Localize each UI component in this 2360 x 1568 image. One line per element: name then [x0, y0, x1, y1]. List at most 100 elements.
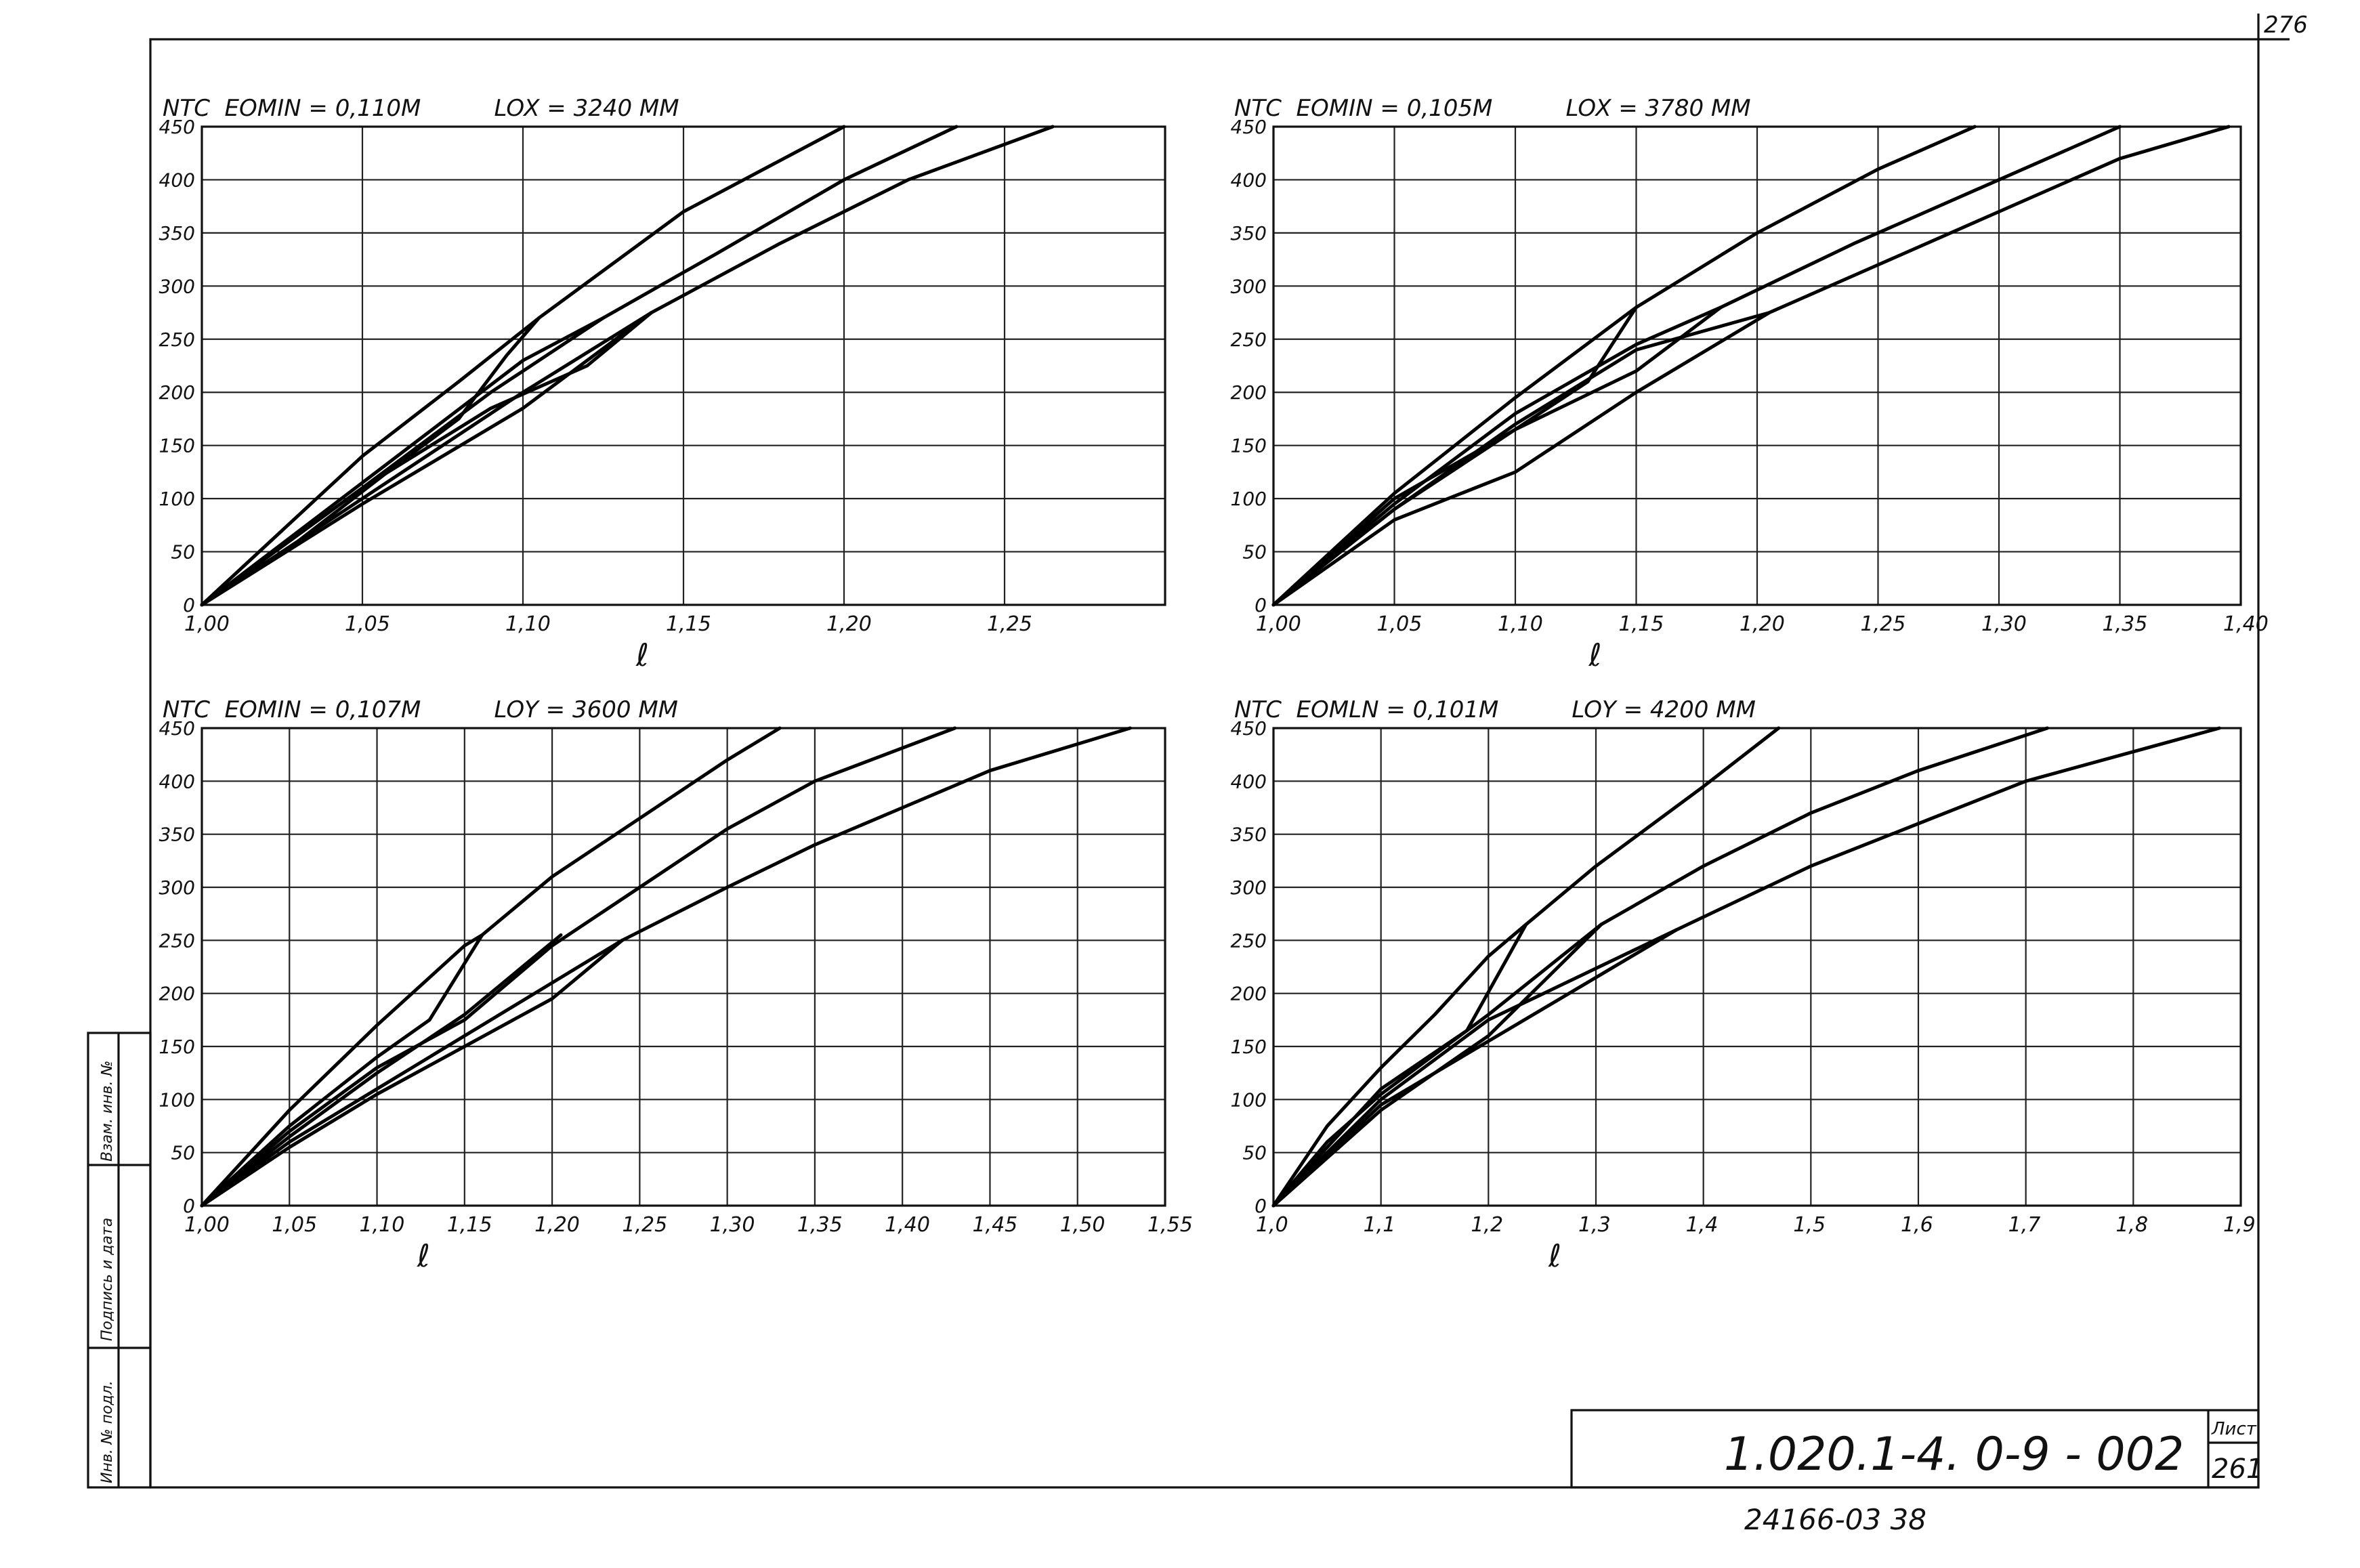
y-tick-label: 250 — [159, 329, 195, 351]
y-tick-label: 400 — [1231, 169, 1267, 191]
y-tick-label: 200 — [159, 983, 195, 1005]
x-tick-label: 1,2 — [1471, 1213, 1503, 1237]
series-line-4 — [200, 933, 563, 1208]
y-tick-label: 250 — [1231, 929, 1267, 952]
y-tick-label: 0 — [1255, 1195, 1267, 1217]
series-line-3 — [1271, 125, 2231, 607]
series-line-6 — [200, 933, 484, 1208]
x-tick-label: 1,4 — [1686, 1213, 1719, 1237]
side-label-inventory: Инв. № подл. — [99, 1380, 116, 1483]
plot-frame — [201, 125, 1166, 606]
series-line-2 — [200, 726, 957, 1208]
series-line-1 — [200, 125, 846, 607]
x-tick-label: 1,00 — [184, 1213, 230, 1237]
corner-number: 276 — [2264, 12, 2308, 39]
y-tick-label: 150 — [1231, 1036, 1267, 1058]
y-tick-label: 100 — [159, 1088, 195, 1111]
series-line-6 — [296, 316, 541, 543]
x-tick-label: 1,9 — [2223, 1213, 2256, 1237]
x-tick-label: 1,10 — [505, 612, 551, 636]
y-tick-label: 200 — [1231, 983, 1267, 1005]
x-tick-label: 1,05 — [345, 612, 390, 636]
x-axis-label: ℓ — [1588, 637, 1602, 673]
x-tick-label: 1,15 — [666, 612, 711, 636]
series-line-1 — [1271, 125, 1977, 607]
y-tick-label: 350 — [1231, 222, 1267, 245]
x-axis-label: ℓ — [1548, 1237, 1561, 1274]
x-tick-label: 1,45 — [972, 1213, 1017, 1237]
y-tick-label: 350 — [1231, 824, 1267, 846]
x-tick-label: 1,25 — [987, 612, 1032, 636]
chart-title: NTC EOMIN = 0,107M LOY = 3600 MM — [163, 696, 678, 723]
series-line-1 — [1271, 726, 1781, 1208]
chart-title: NTC EOMIN = 0,105M LOX = 3780 MM — [1234, 95, 1751, 122]
sheet-frame — [149, 14, 2290, 1489]
chart-bottom-right: 1,0 1,1 1,2 1,3 1,4 1,5 1,6 1,7 1,8 1,9 0 50 100 150 2… — [1231, 696, 2256, 1274]
plot-frame — [1272, 125, 2242, 606]
x-tick-label: 1,55 — [1147, 1213, 1193, 1237]
y-tick-label: 50 — [171, 541, 195, 564]
series-line-7 — [200, 311, 654, 607]
x-axis-label: ℓ — [635, 637, 649, 673]
x-tick-label: 1,5 — [1793, 1213, 1826, 1237]
chart-top-left: 1,00 1,05 1,10 1,15 1,20 1,25 0 50 100 150 200 250 3… — [159, 95, 1166, 673]
x-tick-label: 1,40 — [2223, 612, 2269, 636]
x-tick-label: 1,10 — [1498, 612, 1543, 636]
x-tick-label: 1,8 — [2115, 1213, 2148, 1237]
side-label-signature: Подпись и дата — [99, 1218, 116, 1341]
x-tick-label: 1,05 — [272, 1213, 317, 1237]
y-tick-label: 200 — [159, 381, 195, 404]
chart-bottom-left: 1,00 1,05 1,10 1,15 1,20 1,25 1,30 1,35 1,40 1,45… — [159, 696, 1193, 1274]
x-tick-label: 1,15 — [447, 1213, 492, 1237]
grid — [201, 125, 1165, 606]
x-tick-label: 1,15 — [1619, 612, 1664, 636]
series-line-4 — [200, 311, 654, 607]
x-tick-label: 1,25 — [622, 1213, 667, 1237]
y-tick-label: 150 — [159, 1036, 195, 1058]
x-tick-label: 1,35 — [797, 1213, 843, 1237]
plot-frame — [201, 727, 1166, 1207]
y-tick-label: 100 — [159, 488, 195, 510]
side-label-replace: Взам. инв. № — [99, 1061, 116, 1162]
y-tick-label: 0 — [1255, 594, 1267, 616]
chart-top-right: 1,00 1,05 1,10 1,15 1,20 1,25 1,30 1,35 1,40 0 50 1… — [1231, 95, 2269, 673]
chart-title: NTC EOMIN = 0,110M LOX = 3240 MM — [163, 95, 679, 122]
x-tick-label: 1,30 — [1981, 612, 2027, 636]
x-tick-label: 1,7 — [2008, 1213, 2041, 1237]
grid — [1272, 125, 2242, 606]
y-tick-label: 450 — [1231, 717, 1267, 740]
y-tick-label: 400 — [159, 770, 195, 792]
x-tick-label: 1,40 — [885, 1213, 930, 1237]
x-tick-label: 1,30 — [710, 1213, 755, 1237]
y-tick-label: 350 — [159, 824, 195, 846]
x-tick-label: 1,10 — [360, 1213, 405, 1237]
y-tick-label: 100 — [1231, 1088, 1267, 1111]
x-tick-label: 1,00 — [184, 612, 230, 636]
x-axis-label: ℓ — [417, 1237, 430, 1274]
x-tick-label: 1,6 — [1901, 1213, 1933, 1237]
series-line-5 — [200, 316, 605, 607]
bottom-code: 24166-03 38 — [1744, 1503, 1926, 1536]
x-tick-label: 1,20 — [826, 612, 872, 636]
series-line-5 — [1271, 305, 1723, 607]
x-tick-label: 1,25 — [1861, 612, 1906, 636]
y-tick-label: 150 — [159, 435, 195, 457]
y-tick-label: 450 — [159, 116, 195, 138]
y-tick-label: 300 — [159, 275, 195, 297]
series-line-5 — [200, 938, 624, 1208]
y-tick-label: 400 — [1231, 770, 1267, 792]
y-tick-label: 450 — [159, 717, 195, 740]
grid — [1272, 727, 2242, 1207]
x-tick-label: 1,00 — [1256, 612, 1301, 636]
y-tick-label: 350 — [159, 222, 195, 245]
x-tick-label: 1,1 — [1364, 1213, 1396, 1237]
y-tick-label: 100 — [1231, 488, 1267, 510]
series-line-2 — [1271, 726, 2049, 1208]
grid — [201, 727, 1166, 1207]
y-tick-label: 0 — [183, 1195, 195, 1217]
x-tick-label: 1,20 — [534, 1213, 580, 1237]
series-line-5 — [1271, 923, 1603, 1208]
y-tick-label: 300 — [1231, 876, 1267, 899]
series-line-2 — [1271, 125, 2122, 607]
